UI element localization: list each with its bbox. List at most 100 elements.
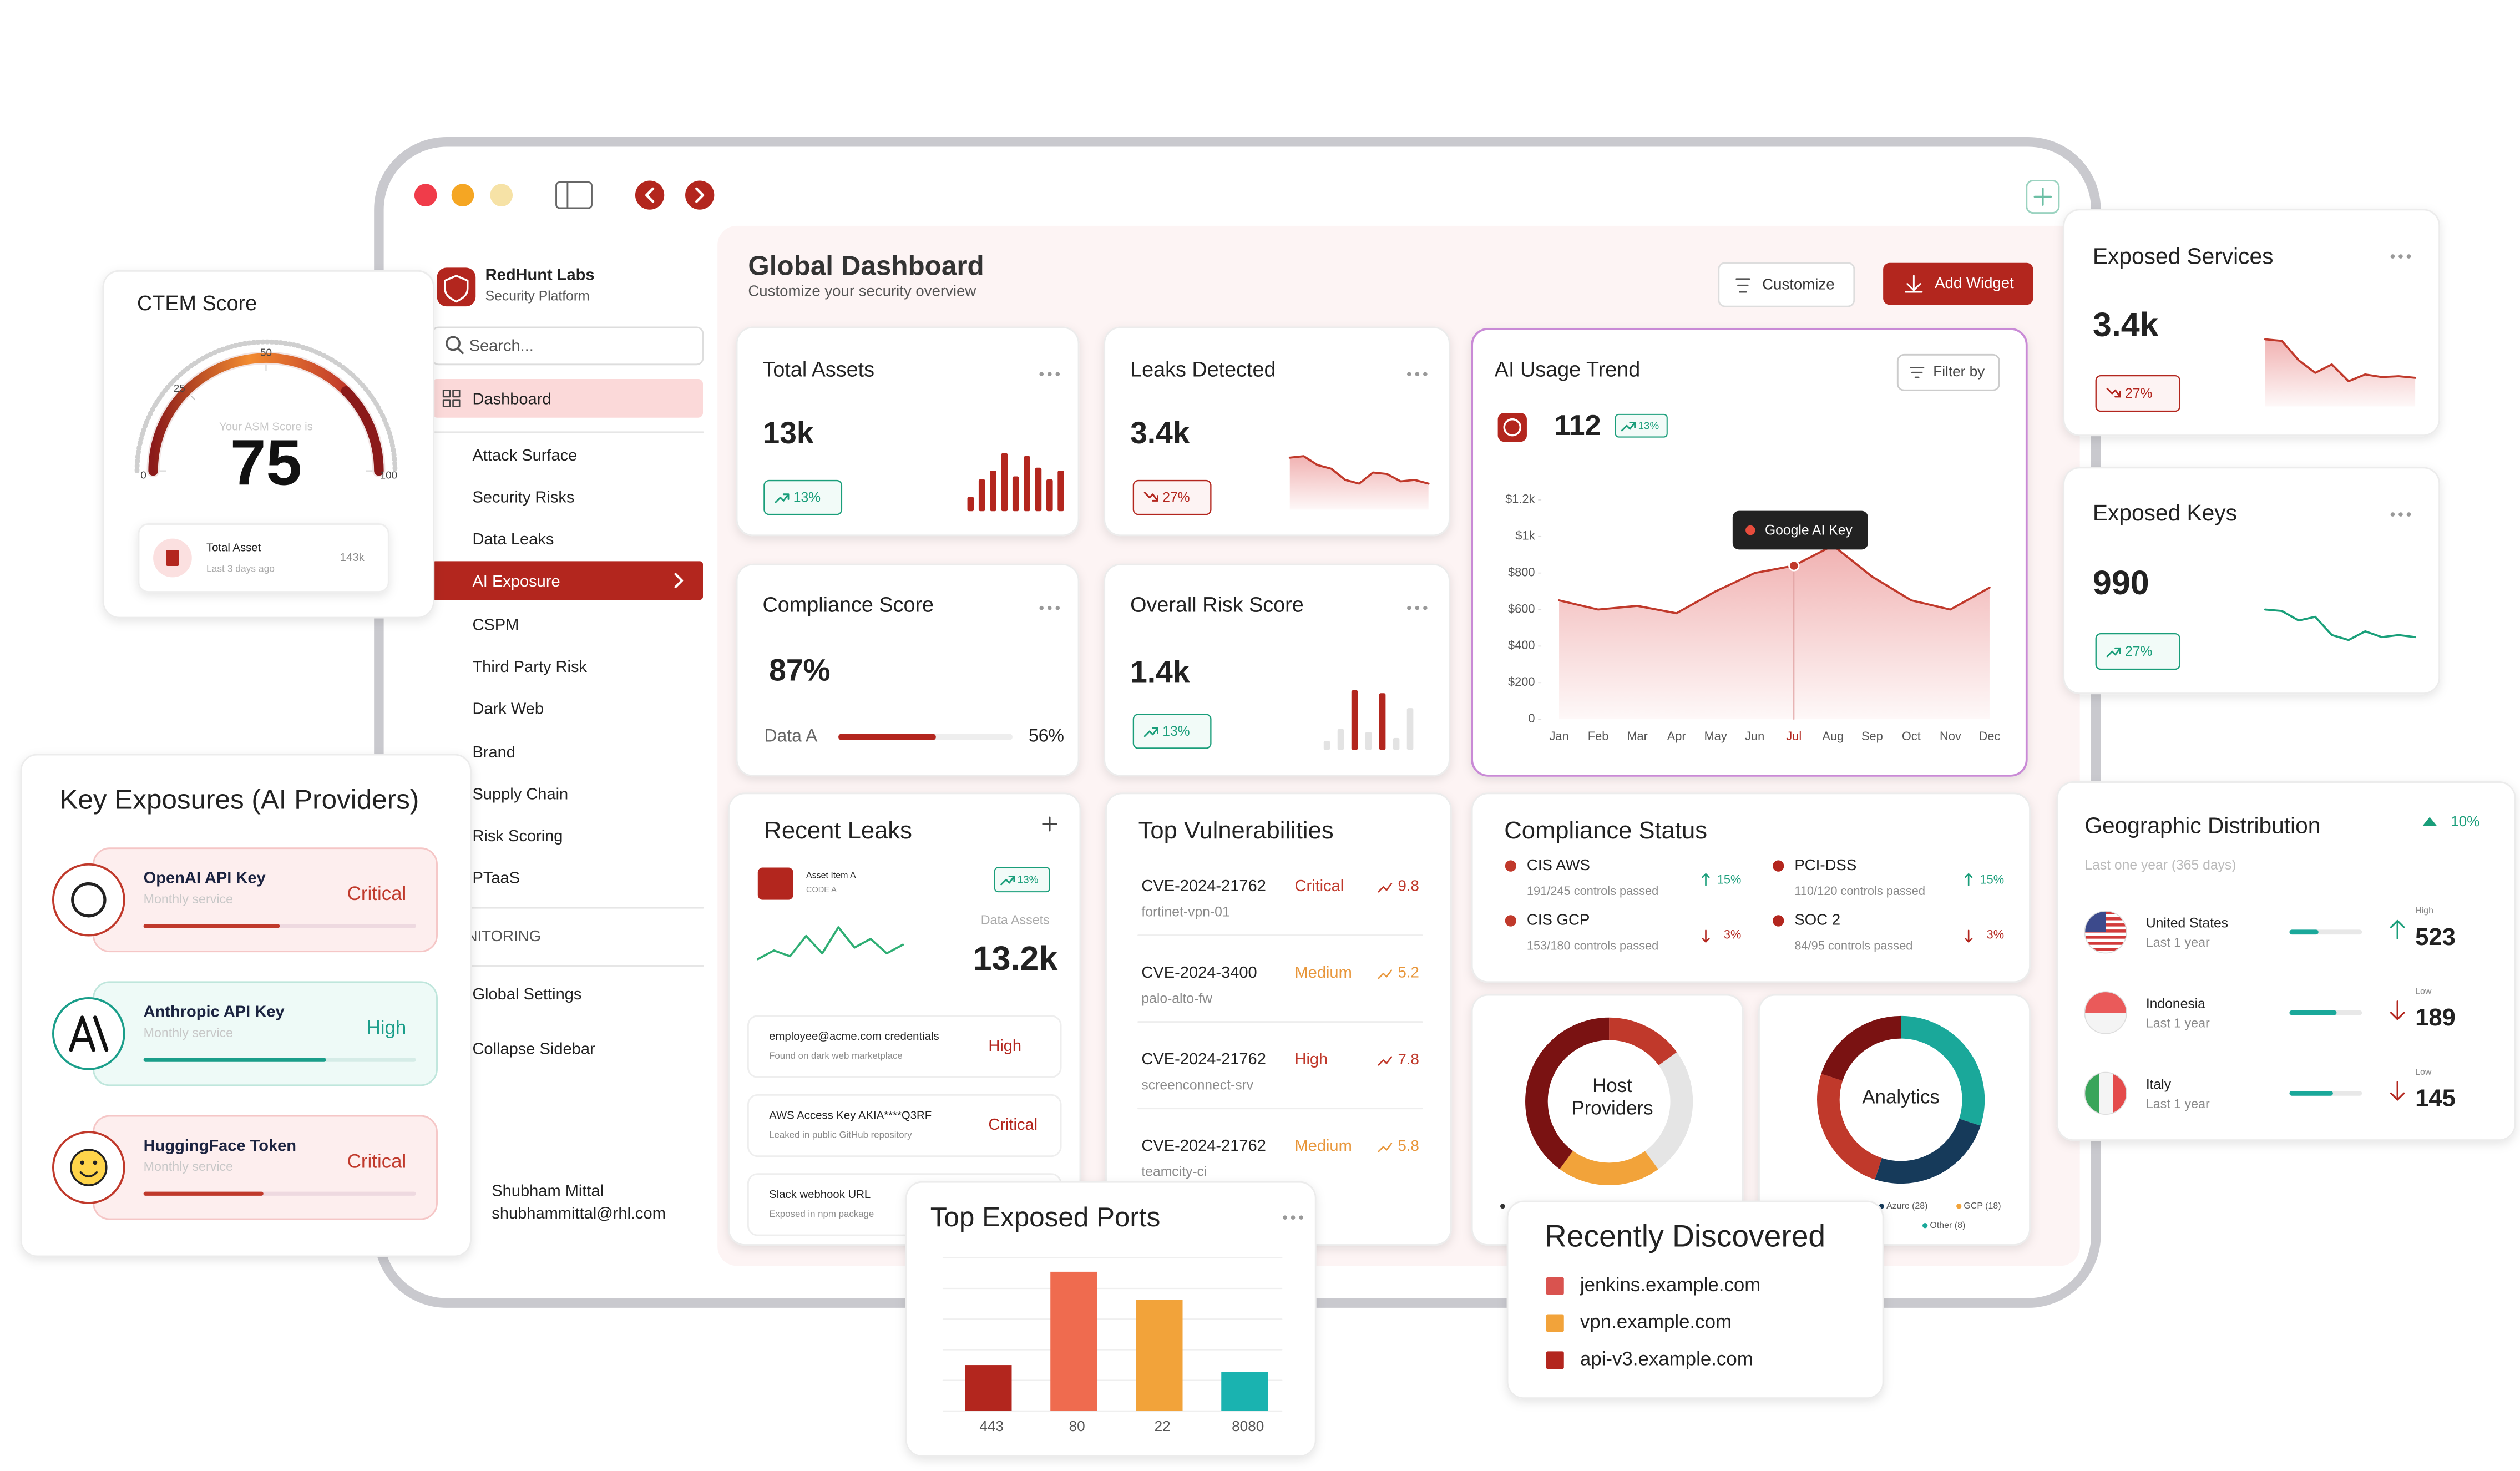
label: Recent Leaks [764, 817, 912, 844]
label: 13.2k [973, 939, 1058, 977]
trend-arrow [1378, 1143, 1393, 1152]
asset-box [138, 523, 389, 593]
nav-item[interactable]: AI Exposure [472, 573, 560, 590]
severity: Medium [1294, 964, 1352, 982]
nav-item[interactable]: Brand [472, 744, 515, 761]
leak-item[interactable] [747, 1015, 1062, 1078]
donut-segment [1817, 1015, 1985, 1184]
label: employee@acme.com credentials [769, 1030, 939, 1043]
dashboard-icon [442, 389, 461, 407]
legend-label: Azure (28) [1886, 1201, 1928, 1211]
mini-bar [1351, 690, 1358, 750]
x-tick-label: 8080 [1232, 1418, 1264, 1434]
nav-active[interactable] [432, 561, 703, 600]
forward-button[interactable] [685, 180, 715, 210]
x-tick-label: Sep [1861, 729, 1883, 743]
x-tick-label: Jan [1549, 729, 1568, 743]
icon [674, 573, 684, 588]
flag-stripe [2084, 936, 2127, 939]
label: Recently Discovered [1545, 1219, 1825, 1253]
label: Last 1 year [2146, 1016, 2210, 1030]
label: jenkins.example.com [1580, 1274, 1760, 1296]
label: palo-alto-fw [1141, 991, 1212, 1006]
tooltip-text: Google AI Key [1765, 523, 1853, 538]
label: 990 [2093, 564, 2149, 601]
nav-item[interactable]: PTaaS [472, 870, 520, 887]
label: 84/95 controls passed [1794, 939, 1912, 953]
trend-arrow [1143, 492, 1158, 502]
filter-button[interactable] [1896, 353, 2000, 391]
nav-item[interactable]: Dashboard [472, 390, 551, 408]
score: 5.2 [1398, 964, 1419, 981]
label: Italy [2146, 1077, 2172, 1092]
label: api-v3.example.com [1580, 1348, 1753, 1370]
window-zoom[interactable] [490, 184, 513, 206]
nav-item[interactable]: Attack Surface [472, 447, 577, 464]
menu-dot [2390, 254, 2395, 259]
nav-item[interactable]: Supply Chain [472, 785, 568, 803]
menu-dot [1055, 372, 1060, 377]
more-menu[interactable] [1039, 605, 1060, 610]
label: Your ASM Score is [219, 421, 313, 433]
more-menu[interactable] [2390, 512, 2411, 517]
nav-item[interactable]: Third Party Risk [472, 658, 587, 676]
x-tick-label: Jun [1745, 729, 1764, 743]
label: 87% [769, 653, 830, 687]
y-tick-label: $1.2k [1505, 492, 1535, 506]
progress-fill [838, 734, 936, 740]
mini-bar [1365, 732, 1372, 750]
back-button[interactable] [635, 180, 665, 210]
menu-dot [1415, 605, 1420, 610]
nav-item[interactable]: CSPM [472, 616, 519, 634]
menu-dot [1039, 372, 1044, 377]
more-menu[interactable] [1407, 605, 1428, 610]
menu-dot [1055, 605, 1060, 610]
nav-item[interactable]: Dark Web [472, 700, 544, 717]
progress-fill [2289, 929, 2319, 935]
nav-item[interactable]: Risk Scoring [472, 827, 563, 845]
icon [1905, 275, 1923, 293]
legend-label: GCP (18) [1964, 1201, 2001, 1211]
window-close[interactable] [414, 184, 437, 206]
more-menu[interactable] [1283, 1215, 1303, 1220]
sidebar-toggle[interactable] [555, 181, 593, 209]
menu-dot [1423, 605, 1428, 610]
more-menu[interactable] [2390, 254, 2411, 259]
menu-dot [2398, 512, 2403, 517]
y-tick-label: $1k [1515, 529, 1535, 543]
customize-button[interactable] [1718, 262, 1855, 307]
more-menu[interactable] [1407, 372, 1428, 377]
change-value: 15% [1980, 873, 2004, 887]
nav-item[interactable]: Security Risks [472, 489, 574, 507]
trend-arrow [2390, 919, 2405, 939]
trend-arrow [1378, 883, 1393, 893]
window-minimize[interactable] [451, 184, 474, 206]
label: Data Assets [981, 913, 1050, 927]
donut-segment [1817, 1015, 1985, 1184]
mini-bar [1046, 479, 1053, 512]
nav-selected[interactable] [432, 378, 703, 418]
button-label[interactable]: Filter by [1933, 363, 1985, 380]
nav-item[interactable]: Collapse Sidebar [472, 1040, 595, 1058]
y-tick-label: $400 [1508, 638, 1535, 652]
button-label[interactable]: Add Widget [1935, 274, 2014, 291]
label: Data A [764, 726, 818, 746]
button-label[interactable]: Customize [1762, 276, 1834, 293]
mini-bar [1001, 453, 1008, 512]
label: Exposed in npm package [769, 1209, 874, 1219]
nav-item[interactable]: Data Leaks [472, 530, 554, 548]
leak-item[interactable] [747, 1094, 1062, 1157]
x-tick-label: Jul [1786, 729, 1802, 743]
menu-dot [1039, 605, 1044, 610]
add-widget-button[interactable] [1883, 262, 2033, 305]
legend-dot [1922, 1223, 1928, 1229]
label: CODE A [806, 886, 837, 894]
change-badge [2095, 375, 2181, 412]
x-tick-label: Nov [1940, 729, 1961, 743]
flag-band [2099, 1072, 2113, 1115]
nav-item[interactable]: Global Settings [472, 985, 581, 1003]
more-menu[interactable] [1039, 372, 1060, 377]
donut-label: Analytics [1862, 1086, 1939, 1108]
trend-arrow [1378, 1056, 1393, 1066]
progress-fill [2289, 1091, 2333, 1096]
